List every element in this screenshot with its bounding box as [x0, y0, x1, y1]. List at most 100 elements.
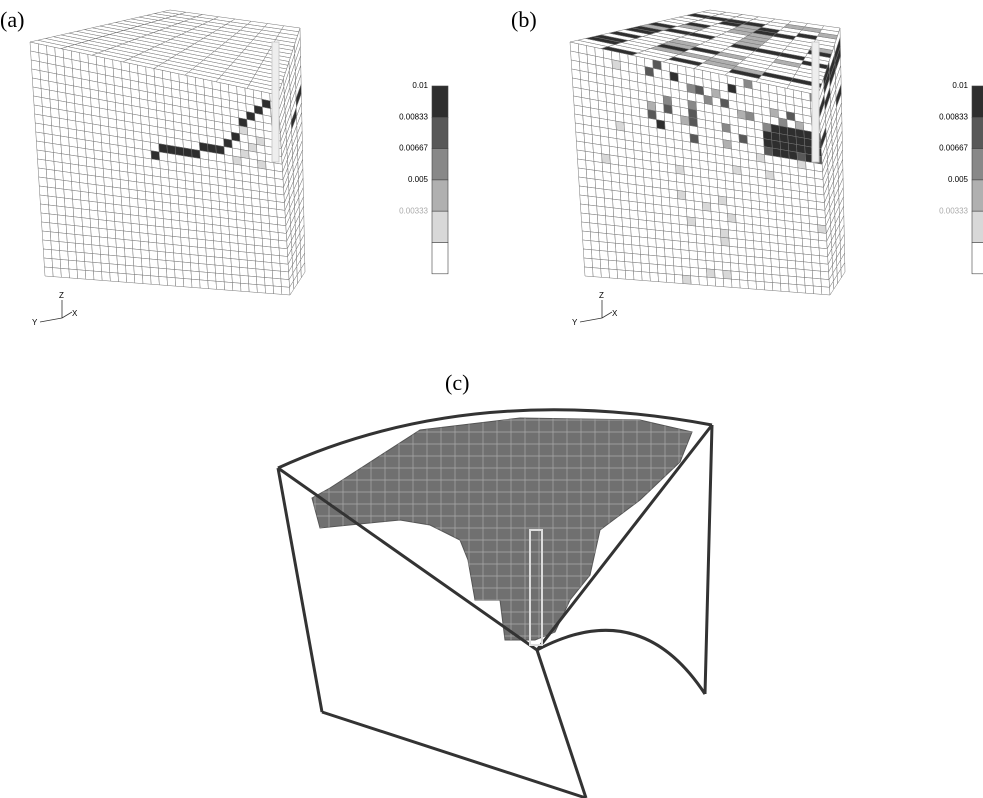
mesh-cell	[809, 216, 818, 225]
mesh-cell	[626, 149, 635, 159]
mesh-cell	[608, 260, 617, 270]
mesh-cell	[136, 173, 145, 183]
mesh-cell	[700, 169, 709, 179]
mesh-cell	[740, 280, 749, 289]
mesh-cell	[103, 160, 112, 170]
mesh-cell	[799, 191, 808, 200]
mesh-cell	[821, 287, 830, 295]
mesh-cell	[668, 172, 677, 182]
mesh-cell	[175, 270, 184, 279]
mesh-cell	[69, 269, 78, 279]
mesh-cell	[649, 135, 658, 145]
mesh-cell	[591, 108, 600, 118]
mesh-cell	[720, 221, 729, 230]
mesh-cell	[605, 207, 614, 217]
mesh-cell	[235, 188, 244, 197]
mesh-cell	[273, 278, 282, 286]
mesh-cell	[107, 229, 116, 239]
mesh-cell	[261, 215, 270, 224]
mesh-cell	[228, 211, 237, 220]
mesh-cell	[606, 225, 615, 235]
mesh-cell	[665, 248, 674, 257]
mesh-cell	[222, 242, 231, 251]
mesh-cell	[793, 214, 802, 223]
mesh-cell	[673, 257, 682, 266]
mesh-cell	[733, 165, 742, 174]
mesh-cell	[821, 279, 830, 287]
mesh-cell	[259, 191, 268, 200]
mesh-cell	[160, 169, 169, 179]
mesh-cell	[135, 156, 144, 166]
mesh-cell	[149, 251, 158, 260]
mesh-cell	[696, 235, 705, 244]
mesh-cell	[768, 219, 777, 228]
mesh-cell	[50, 223, 59, 233]
mesh-cell	[721, 237, 730, 246]
mesh-cell	[264, 262, 273, 271]
mesh-cell	[647, 221, 656, 231]
mesh-cell	[163, 210, 172, 219]
mesh-cell	[110, 272, 119, 281]
mesh-cell	[67, 242, 76, 252]
mesh-cell	[93, 133, 102, 143]
mesh-cell	[98, 220, 107, 230]
mesh-cell	[701, 185, 710, 194]
mesh-cell	[794, 237, 803, 246]
mesh-cell	[752, 217, 761, 226]
mesh-cell	[237, 228, 246, 237]
mesh-cell	[80, 183, 89, 193]
mesh-cell	[793, 222, 802, 231]
mesh-cell	[732, 157, 741, 166]
mesh-cell	[598, 233, 607, 243]
mesh-cell	[711, 211, 720, 220]
mesh-cell	[751, 200, 760, 209]
mesh-cell	[77, 261, 86, 271]
axis-label: Y	[32, 318, 38, 327]
mesh-cell	[69, 146, 78, 156]
mesh-cell	[704, 227, 713, 236]
mesh-cell	[142, 141, 151, 151]
mesh-cell	[231, 259, 240, 268]
mesh-cell	[731, 279, 740, 288]
mesh-cell	[122, 205, 131, 215]
damage-zone	[312, 418, 692, 640]
mesh-cell	[190, 263, 199, 272]
mesh-cell	[629, 201, 638, 211]
mesh-cell	[752, 208, 761, 217]
mesh-cell	[592, 259, 601, 269]
mesh-cell	[156, 226, 165, 235]
mesh-cell	[87, 175, 96, 185]
colorbar-swatch	[972, 211, 983, 242]
mesh-cell	[161, 185, 170, 194]
mesh-cell	[107, 221, 116, 231]
mesh-cell	[147, 225, 156, 234]
mesh-cell	[719, 204, 728, 213]
mesh-cell	[630, 210, 639, 220]
mesh-cell	[688, 234, 697, 243]
mesh-cell	[747, 272, 756, 281]
mesh-cell	[118, 273, 127, 282]
mesh-cell	[101, 125, 110, 135]
mesh-cell	[784, 213, 793, 222]
mesh-cell	[46, 169, 55, 179]
mesh-cell	[71, 173, 80, 183]
mesh-cell	[91, 227, 100, 237]
mesh-cell	[770, 251, 779, 260]
mesh-cell	[262, 238, 271, 247]
mesh-cell	[777, 220, 786, 229]
mesh-cell	[768, 211, 777, 220]
mesh-cell	[658, 137, 667, 147]
mesh-cell	[77, 270, 86, 279]
mesh-cell	[59, 118, 68, 128]
mesh-cell	[141, 250, 150, 259]
mesh-cell	[49, 205, 58, 215]
mesh-cell	[214, 241, 223, 250]
mesh-cell	[159, 152, 168, 162]
mesh-cell	[109, 255, 118, 264]
mesh-cell	[694, 201, 703, 210]
mesh-cell	[196, 214, 205, 223]
mesh-cell	[276, 194, 285, 203]
mesh-cell	[774, 180, 783, 189]
mesh-cell	[669, 189, 678, 199]
mesh-cell	[727, 205, 736, 214]
